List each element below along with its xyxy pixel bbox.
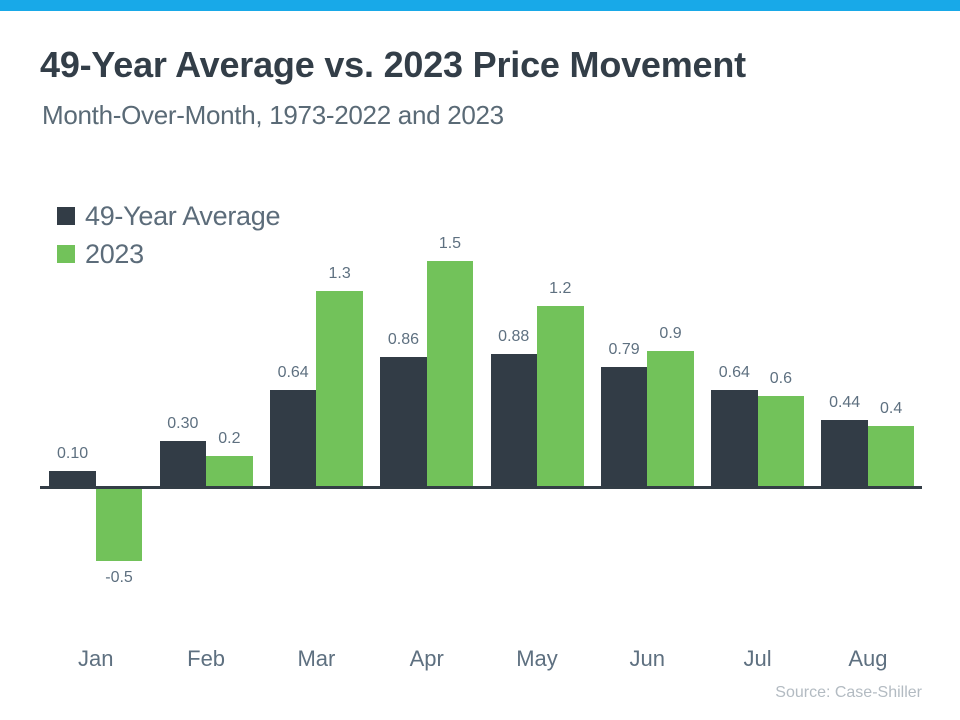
value-label-2023-feb: 0.2 bbox=[218, 430, 241, 447]
x-axis-line bbox=[40, 486, 922, 489]
x-axis-label-aug: Aug bbox=[848, 646, 888, 671]
top-accent-bar bbox=[0, 0, 960, 11]
value-label-49-year-average-apr: 0.86 bbox=[387, 331, 419, 348]
legend-item-2023: 2023 bbox=[57, 235, 280, 273]
bar-2023-jun bbox=[647, 351, 694, 486]
bar-49-year-average-mar bbox=[269, 390, 317, 486]
bar-2023-jul bbox=[757, 396, 805, 486]
legend-swatch-dark bbox=[57, 207, 75, 225]
page-title: 49-Year Average vs. 2023 Price Movement bbox=[40, 44, 746, 85]
legend-label: 2023 bbox=[85, 238, 144, 269]
value-label-2023-aug: 0.4 bbox=[880, 400, 903, 417]
x-axis-label-apr: Apr bbox=[409, 646, 444, 671]
page-subtitle: Month-Over-Month, 1973-2022 and 2023 bbox=[42, 100, 504, 130]
bar-2023-mar bbox=[316, 291, 363, 486]
value-label-49-year-average-may: 0.88 bbox=[498, 328, 530, 345]
legend-swatch-green bbox=[57, 245, 75, 263]
chart-legend: 49-Year Average 2023 bbox=[57, 197, 280, 273]
value-label-49-year-average-jun: 0.79 bbox=[608, 341, 640, 358]
bar-49-year-average-jul bbox=[711, 390, 758, 486]
bar-49-year-average-jun bbox=[600, 367, 648, 486]
value-label-49-year-average-aug: 0.44 bbox=[829, 394, 861, 411]
value-label-49-year-average-feb: 0.30 bbox=[167, 415, 199, 432]
x-axis-label-mar: Mar bbox=[297, 646, 336, 671]
value-label-2023-mar: 1.3 bbox=[328, 265, 351, 282]
value-label-2023-jan: -0.5 bbox=[105, 569, 133, 586]
bar-49-year-average-feb bbox=[159, 441, 207, 486]
x-axis-label-feb: Feb bbox=[187, 646, 226, 671]
value-label-49-year-average-mar: 0.64 bbox=[277, 364, 309, 381]
value-label-49-year-average-jan: 0.10 bbox=[56, 445, 89, 462]
x-axis-label-may: May bbox=[516, 646, 558, 671]
value-label-2023-jul: 0.6 bbox=[769, 370, 792, 387]
bar-2023-feb bbox=[206, 456, 253, 486]
x-axis-label-jan: Jan bbox=[78, 646, 114, 671]
value-label-2023-apr: 1.5 bbox=[438, 235, 462, 252]
x-axis-label-jul: Jul bbox=[743, 646, 772, 671]
x-axis-label-jun: Jun bbox=[629, 646, 666, 671]
bar-49-year-average-apr bbox=[380, 357, 427, 486]
legend-label: 49-Year Average bbox=[85, 200, 281, 231]
value-label-49-year-average-jul: 0.64 bbox=[718, 364, 750, 381]
bar-2023-aug bbox=[867, 426, 915, 486]
source-attribution: Source: Case-Shiller bbox=[775, 684, 922, 701]
bar-2023-may bbox=[537, 306, 584, 486]
bar-2023-apr bbox=[426, 261, 474, 486]
bar-49-year-average-may bbox=[490, 354, 537, 486]
value-label-2023-jun: 0.9 bbox=[659, 325, 682, 342]
bar-49-year-average-jan bbox=[49, 471, 96, 486]
bar-2023-jan bbox=[95, 489, 143, 561]
bar-49-year-average-aug bbox=[821, 420, 868, 486]
value-label-2023-may: 1.2 bbox=[549, 280, 572, 297]
legend-item-49-year-average: 49-Year Average bbox=[57, 197, 280, 235]
